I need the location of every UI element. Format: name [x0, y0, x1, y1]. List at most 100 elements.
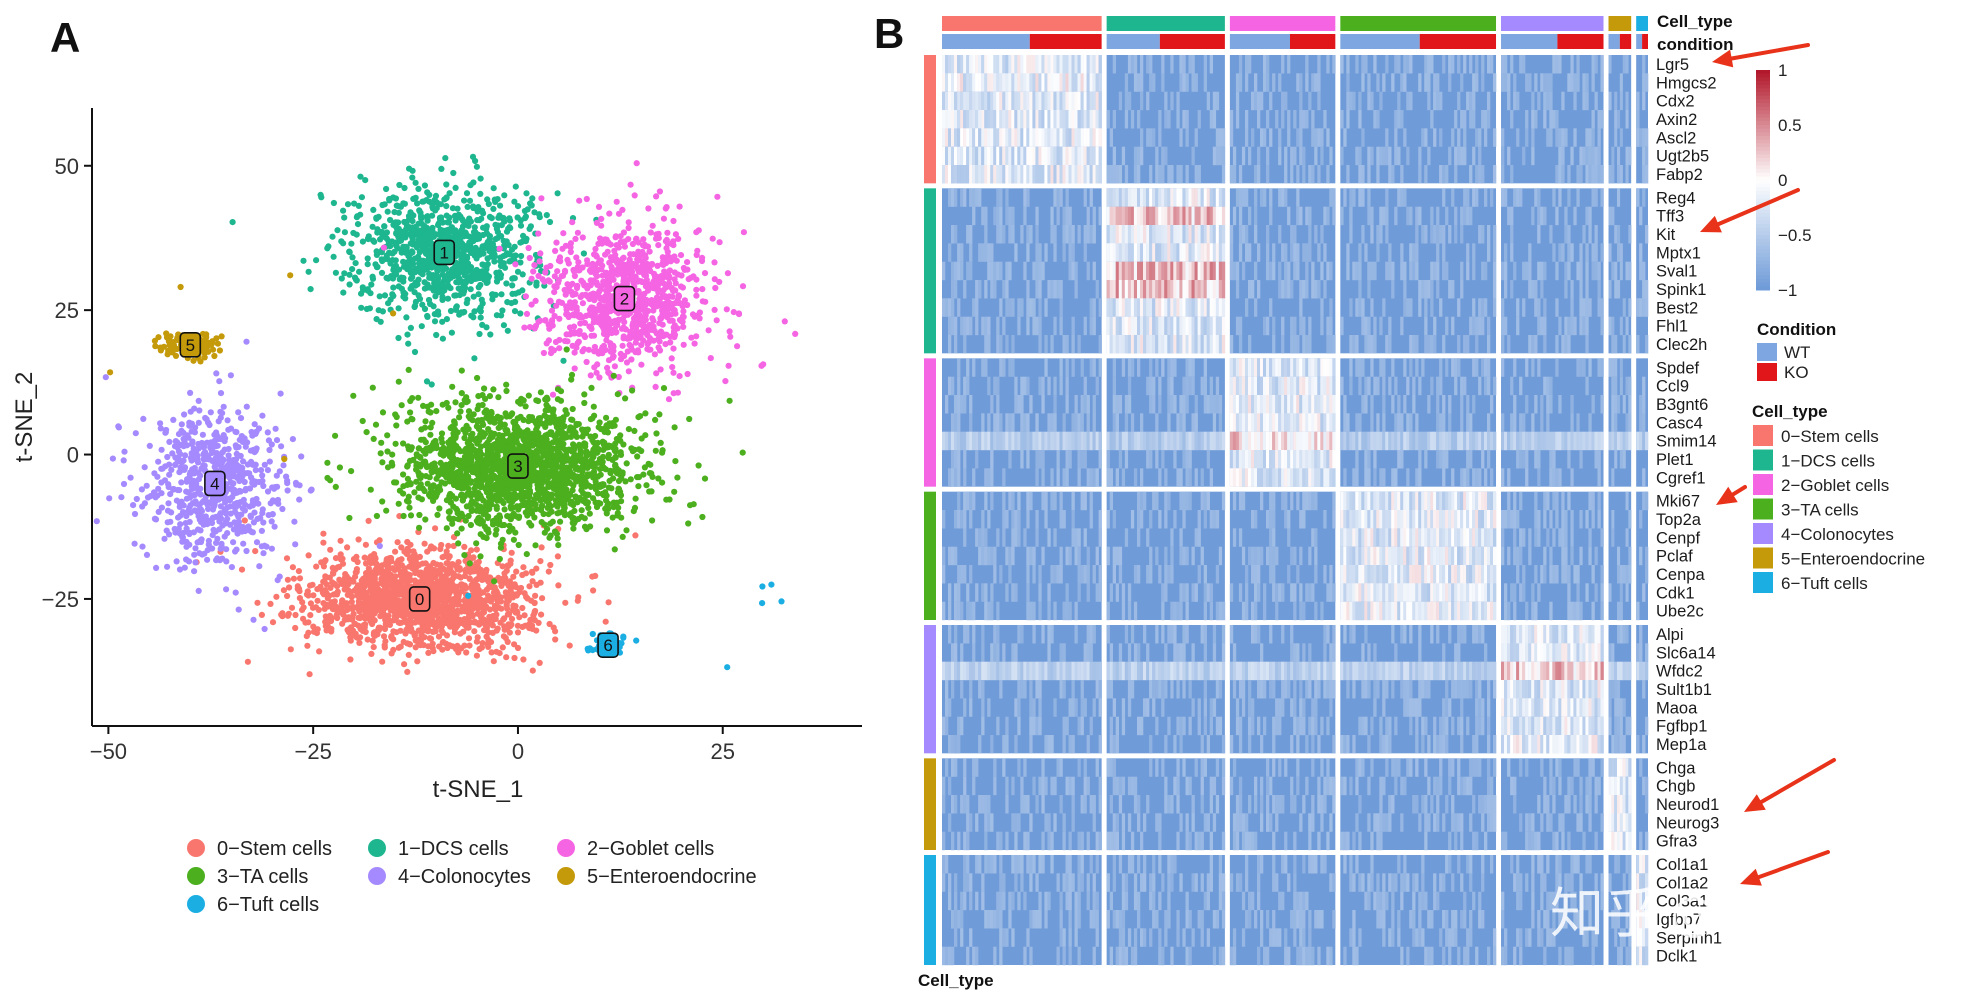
cell-point — [579, 300, 587, 307]
cell-point — [670, 369, 677, 376]
cell-point — [330, 199, 337, 207]
cell-point — [705, 327, 712, 334]
cell-point — [504, 327, 511, 334]
cell-point — [455, 593, 462, 600]
cell-point — [527, 616, 534, 624]
cell-point — [612, 461, 619, 468]
cell-point — [476, 330, 483, 338]
cell-point — [520, 656, 527, 663]
cell-point — [449, 383, 456, 390]
cell-point — [482, 597, 489, 604]
cell-point — [481, 385, 488, 392]
cell-point — [466, 642, 473, 649]
cell-point — [364, 636, 371, 643]
cell-point — [424, 216, 431, 223]
cell-point — [631, 504, 639, 511]
cell-point — [564, 288, 571, 295]
cell-point — [613, 329, 620, 336]
cell-point — [443, 548, 450, 555]
cell-point — [396, 591, 403, 598]
cell-point — [605, 357, 613, 364]
cell-point — [613, 258, 620, 265]
cell-point — [323, 581, 330, 588]
cell-point — [448, 329, 455, 336]
cell-point — [310, 592, 317, 599]
cell-point — [383, 252, 390, 259]
cell-point — [696, 309, 704, 316]
cell-point — [391, 479, 398, 486]
cell-point — [288, 604, 296, 611]
cell-point — [431, 318, 439, 325]
cell-point — [602, 618, 609, 625]
cell-point — [653, 430, 660, 437]
cell-point — [524, 595, 531, 602]
cell-point — [438, 435, 445, 442]
cell-point — [458, 367, 465, 374]
cell-point — [536, 214, 543, 221]
cell-point — [411, 551, 418, 558]
cell-point — [392, 548, 399, 555]
cell-point — [671, 488, 678, 495]
cell-point — [552, 501, 559, 508]
cell-point — [542, 269, 549, 276]
cell-point — [556, 495, 564, 503]
cell-point — [395, 209, 402, 216]
cell-point — [603, 510, 610, 517]
cell-point-outlier — [650, 279, 657, 286]
cell-point — [666, 317, 673, 324]
cell-point — [456, 566, 463, 574]
cell-point — [412, 194, 419, 201]
cell-point — [572, 493, 579, 500]
cell-point — [387, 260, 394, 267]
cell-point — [400, 274, 407, 282]
cell-point — [647, 346, 654, 353]
cell-point — [652, 383, 659, 390]
cell-point — [509, 290, 516, 297]
cell-point — [490, 386, 497, 393]
cell-point — [666, 283, 673, 290]
cell-point — [642, 432, 649, 439]
cell-point — [468, 547, 475, 554]
cell-point — [501, 615, 508, 622]
cell-point — [612, 454, 619, 461]
cell-point — [595, 203, 603, 210]
cell-point — [460, 260, 468, 268]
cell-point — [407, 446, 414, 453]
cell-point — [472, 589, 479, 597]
cell-point — [496, 415, 503, 422]
cell-point — [397, 643, 404, 650]
cell-point — [392, 195, 399, 202]
cell-point — [634, 453, 641, 460]
cell-point — [557, 416, 565, 423]
cell-point — [284, 576, 291, 583]
cell-point — [437, 459, 444, 466]
cell-point — [531, 608, 538, 616]
cell-point — [593, 253, 600, 260]
cell-point — [515, 513, 523, 520]
cell-point — [392, 411, 399, 418]
cell-point — [531, 262, 538, 269]
cell-point — [587, 372, 594, 379]
cell-point — [354, 592, 361, 599]
cell-point — [695, 462, 702, 469]
cell-point — [455, 540, 462, 547]
cell-point — [378, 439, 385, 446]
cell-point — [307, 600, 314, 607]
cell-point — [527, 499, 534, 506]
cell-point — [356, 268, 363, 275]
cell-point — [465, 635, 473, 642]
cell-point — [391, 248, 398, 255]
cell-point — [519, 445, 526, 452]
cell-point — [532, 592, 539, 599]
cell-point — [618, 270, 625, 277]
cell-point — [642, 410, 649, 417]
cell-point — [320, 539, 327, 546]
cell-point — [674, 474, 681, 481]
cell-point — [372, 421, 380, 428]
cell-point — [409, 395, 416, 402]
cell-point — [450, 585, 457, 592]
cell-point — [411, 302, 419, 309]
cell-point — [572, 290, 579, 298]
cell-point — [411, 631, 418, 638]
